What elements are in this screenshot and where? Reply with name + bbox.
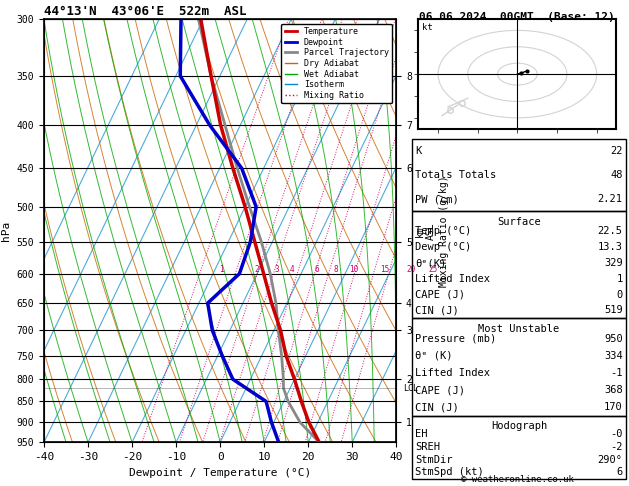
Text: 22.5: 22.5 — [598, 226, 623, 237]
Text: θᵉ (K): θᵉ (K) — [415, 351, 453, 361]
Text: 2.21: 2.21 — [598, 194, 623, 204]
Text: 25: 25 — [428, 265, 438, 274]
Text: 6: 6 — [616, 468, 623, 477]
Text: Lifted Index: Lifted Index — [415, 274, 490, 284]
Text: K: K — [415, 146, 421, 156]
Y-axis label: km
ASL: km ASL — [415, 222, 437, 240]
Text: 3: 3 — [274, 265, 279, 274]
Text: 1: 1 — [616, 274, 623, 284]
Text: Totals Totals: Totals Totals — [415, 170, 496, 180]
X-axis label: Dewpoint / Temperature (°C): Dewpoint / Temperature (°C) — [129, 468, 311, 478]
Text: -1: -1 — [610, 368, 623, 378]
Text: © weatheronline.co.uk: © weatheronline.co.uk — [460, 474, 574, 484]
Text: SREH: SREH — [415, 442, 440, 452]
Text: 8: 8 — [334, 265, 338, 274]
Text: Dewp (°C): Dewp (°C) — [415, 242, 471, 252]
Text: kt: kt — [422, 23, 433, 32]
Text: 15: 15 — [380, 265, 389, 274]
Legend: Temperature, Dewpoint, Parcel Trajectory, Dry Adiabat, Wet Adiabat, Isotherm, Mi: Temperature, Dewpoint, Parcel Trajectory… — [281, 24, 392, 103]
Text: Lifted Index: Lifted Index — [415, 368, 490, 378]
Text: Hodograph: Hodograph — [491, 421, 547, 432]
Text: 519: 519 — [604, 305, 623, 315]
Text: 10: 10 — [349, 265, 359, 274]
Text: -2: -2 — [610, 442, 623, 452]
Text: θᵉ(K): θᵉ(K) — [415, 258, 447, 268]
Text: 170: 170 — [604, 402, 623, 412]
Text: CIN (J): CIN (J) — [415, 305, 459, 315]
Text: 48: 48 — [610, 170, 623, 180]
Text: 0: 0 — [616, 290, 623, 300]
Text: Most Unstable: Most Unstable — [478, 324, 560, 334]
Text: StmSpd (kt): StmSpd (kt) — [415, 468, 484, 477]
Text: Surface: Surface — [497, 217, 541, 227]
Text: 44°13'N  43°06'E  522m  ASL: 44°13'N 43°06'E 522m ASL — [44, 5, 247, 18]
Text: CAPE (J): CAPE (J) — [415, 385, 465, 395]
Text: 20: 20 — [406, 265, 416, 274]
Text: CIN (J): CIN (J) — [415, 402, 459, 412]
Text: -0: -0 — [610, 429, 623, 439]
Text: CAPE (J): CAPE (J) — [415, 290, 465, 300]
Text: 950: 950 — [604, 334, 623, 344]
Text: 06.06.2024  00GMT  (Base: 12): 06.06.2024 00GMT (Base: 12) — [419, 12, 615, 22]
Text: 1: 1 — [220, 265, 224, 274]
Text: Mixing Ratio (g/kg): Mixing Ratio (g/kg) — [438, 175, 448, 287]
Text: Pressure (mb): Pressure (mb) — [415, 334, 496, 344]
Y-axis label: hPa: hPa — [1, 221, 11, 241]
Text: 6: 6 — [314, 265, 319, 274]
Text: 290°: 290° — [598, 454, 623, 465]
Text: 13.3: 13.3 — [598, 242, 623, 252]
Text: 22: 22 — [610, 146, 623, 156]
Text: 2: 2 — [255, 265, 259, 274]
Text: LCL: LCL — [403, 384, 418, 393]
Text: Temp (°C): Temp (°C) — [415, 226, 471, 237]
Text: PW (cm): PW (cm) — [415, 194, 459, 204]
Text: EH: EH — [415, 429, 428, 439]
Text: 334: 334 — [604, 351, 623, 361]
Text: StmDir: StmDir — [415, 454, 453, 465]
Text: 4: 4 — [290, 265, 294, 274]
Text: 329: 329 — [604, 258, 623, 268]
Text: 368: 368 — [604, 385, 623, 395]
